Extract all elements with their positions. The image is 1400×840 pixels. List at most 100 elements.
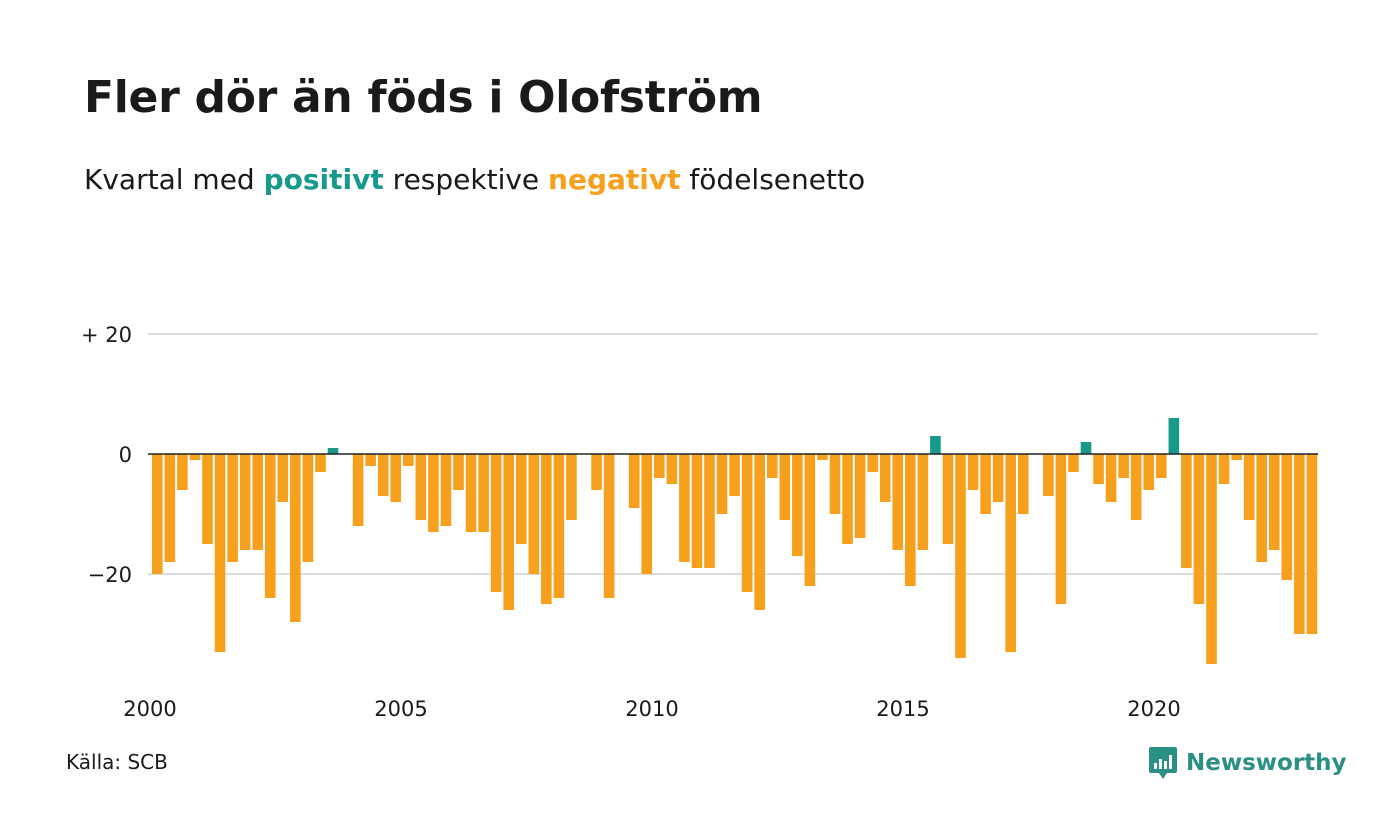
bar <box>515 454 527 544</box>
bar <box>679 454 690 562</box>
bar <box>1306 454 1318 634</box>
bar <box>704 454 715 568</box>
x-axis-ticks: 2000 2005 2010 2015 2020 <box>123 697 1180 721</box>
bar <box>302 454 314 562</box>
y-tick-label: + 20 <box>81 323 132 347</box>
bar <box>390 454 402 502</box>
bar <box>290 454 301 622</box>
newsworthy-logo-icon <box>1149 747 1177 779</box>
bar <box>1281 454 1293 580</box>
bar <box>804 454 816 586</box>
bar <box>277 454 289 502</box>
bar <box>591 454 602 490</box>
bar <box>766 454 778 478</box>
bar <box>1043 454 1054 496</box>
bar <box>892 454 904 550</box>
y-tick-label: 0 <box>119 443 132 467</box>
bar <box>352 454 364 526</box>
bar <box>1206 454 1217 664</box>
bar <box>202 454 213 544</box>
bar <box>1017 454 1029 514</box>
bar <box>415 454 427 520</box>
bar <box>779 454 791 520</box>
bar <box>716 454 728 514</box>
bar <box>1093 454 1104 484</box>
x-tick-label: 2010 <box>625 697 678 721</box>
bar <box>842 454 853 544</box>
bar <box>1080 442 1092 454</box>
bar <box>315 454 326 472</box>
bar <box>189 454 201 460</box>
bar <box>1005 454 1016 652</box>
bar <box>942 454 954 544</box>
bar <box>879 454 891 502</box>
bar <box>1118 454 1129 478</box>
bar <box>164 454 176 562</box>
bar <box>252 454 263 550</box>
bar <box>377 454 389 496</box>
bar <box>1181 454 1192 568</box>
bar <box>817 454 828 460</box>
x-tick-label: 2005 <box>374 697 427 721</box>
bar <box>490 454 502 592</box>
bar <box>541 454 552 604</box>
bar <box>967 454 979 490</box>
bar <box>239 454 251 550</box>
bar <box>528 454 540 574</box>
bar <box>641 454 653 574</box>
bar <box>1243 454 1255 520</box>
bar <box>152 454 163 574</box>
bar <box>1168 418 1180 454</box>
bar <box>829 454 841 514</box>
newsworthy-logo[interactable]: Newsworthy <box>1148 745 1347 781</box>
bar <box>553 454 565 598</box>
bar <box>603 454 615 598</box>
bar <box>1294 454 1305 634</box>
y-tick-label: −20 <box>88 563 132 587</box>
chart-title: Fler dör än föds i Olofström <box>84 72 763 123</box>
bar <box>792 454 803 556</box>
bar-layer <box>152 418 1318 664</box>
bar <box>365 454 376 466</box>
subtitle-suffix: födelsenetto <box>680 163 866 196</box>
grid-layer <box>148 333 1318 575</box>
bar <box>1055 454 1067 604</box>
x-tick-label: 2015 <box>876 697 929 721</box>
bar <box>214 454 226 652</box>
bar <box>754 454 765 610</box>
bar <box>955 454 966 658</box>
bar <box>440 454 452 526</box>
logo-text: Newsworthy <box>1186 750 1347 776</box>
bar <box>729 454 740 496</box>
bar <box>1218 454 1230 484</box>
bar <box>980 454 991 514</box>
bar <box>227 454 238 562</box>
subtitle-middle: respektive <box>383 163 549 196</box>
bar <box>930 436 941 454</box>
bar <box>854 454 866 538</box>
bar <box>654 454 665 478</box>
x-tick-label: 2000 <box>123 697 176 721</box>
subtitle-positive-word: positivt <box>263 163 384 196</box>
bar <box>1268 454 1280 550</box>
bar <box>478 454 489 532</box>
bar <box>1143 454 1155 490</box>
bar <box>465 454 477 532</box>
bar <box>691 454 703 568</box>
bar <box>1193 454 1205 604</box>
bar <box>1256 454 1267 562</box>
bar <box>428 454 439 532</box>
subtitle-negative-word: negativt <box>548 163 681 196</box>
chart-subtitle: Kvartal med positivt respektive negativt… <box>84 163 865 196</box>
bar <box>1130 454 1142 520</box>
subtitle-prefix: Kvartal med <box>84 163 264 196</box>
bar <box>403 454 414 466</box>
bar <box>666 454 678 484</box>
bar <box>566 454 577 520</box>
bar <box>1231 454 1242 460</box>
bar <box>264 454 276 598</box>
bar <box>905 454 916 586</box>
bar <box>1156 454 1167 478</box>
bar <box>177 454 188 490</box>
